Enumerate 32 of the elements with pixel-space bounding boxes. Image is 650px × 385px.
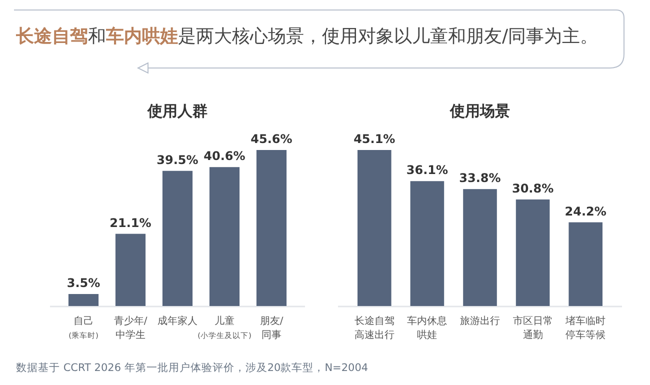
x-tick-label: 成年家人 xyxy=(158,315,198,327)
data-label: 39.5% xyxy=(156,152,198,167)
x-tick-label: 长途自驾高速出行 xyxy=(354,315,394,341)
data-label: 45.6% xyxy=(250,132,292,146)
bar xyxy=(162,170,193,306)
bar xyxy=(256,150,287,306)
x-tick-label: 朋友/同事 xyxy=(260,316,284,341)
x-tick-label: 车内休息哄娃 xyxy=(407,315,448,341)
data-label: 33.8% xyxy=(459,171,501,186)
x-tick-label: 旅游出行 xyxy=(460,315,500,327)
data-label: 30.8% xyxy=(512,181,554,196)
data-label: 21.1% xyxy=(110,216,152,230)
text: 数据基于 CCRT 2026 年第一批用户体验评价，涉及20款车型，N=2004 xyxy=(16,361,368,374)
chart-title: 使用场景 xyxy=(449,102,510,120)
bar xyxy=(516,199,550,306)
x-tick-label: 堵车临时停车等候 xyxy=(564,315,606,341)
bar xyxy=(68,294,99,306)
data-label: 40.6% xyxy=(204,149,246,164)
bar xyxy=(568,222,602,306)
data-label: 45.1% xyxy=(354,132,396,146)
headline: 长途自驾和车内哄娃是两大核心场景，使用对象以儿童和朋友/同事为主。 xyxy=(16,26,598,47)
bar xyxy=(115,234,146,306)
chart-title: 使用人群 xyxy=(146,102,208,120)
x-tick-label: 青少年/中学生 xyxy=(114,315,148,341)
bar xyxy=(410,181,444,306)
data-label: 36.1% xyxy=(406,163,448,178)
x-tick-label: 市区日常通勤 xyxy=(512,315,553,341)
bar xyxy=(358,150,392,306)
bar xyxy=(209,167,240,306)
data-label: 3.5% xyxy=(66,276,100,290)
data-label: 24.2% xyxy=(564,204,606,218)
bar xyxy=(463,189,497,306)
